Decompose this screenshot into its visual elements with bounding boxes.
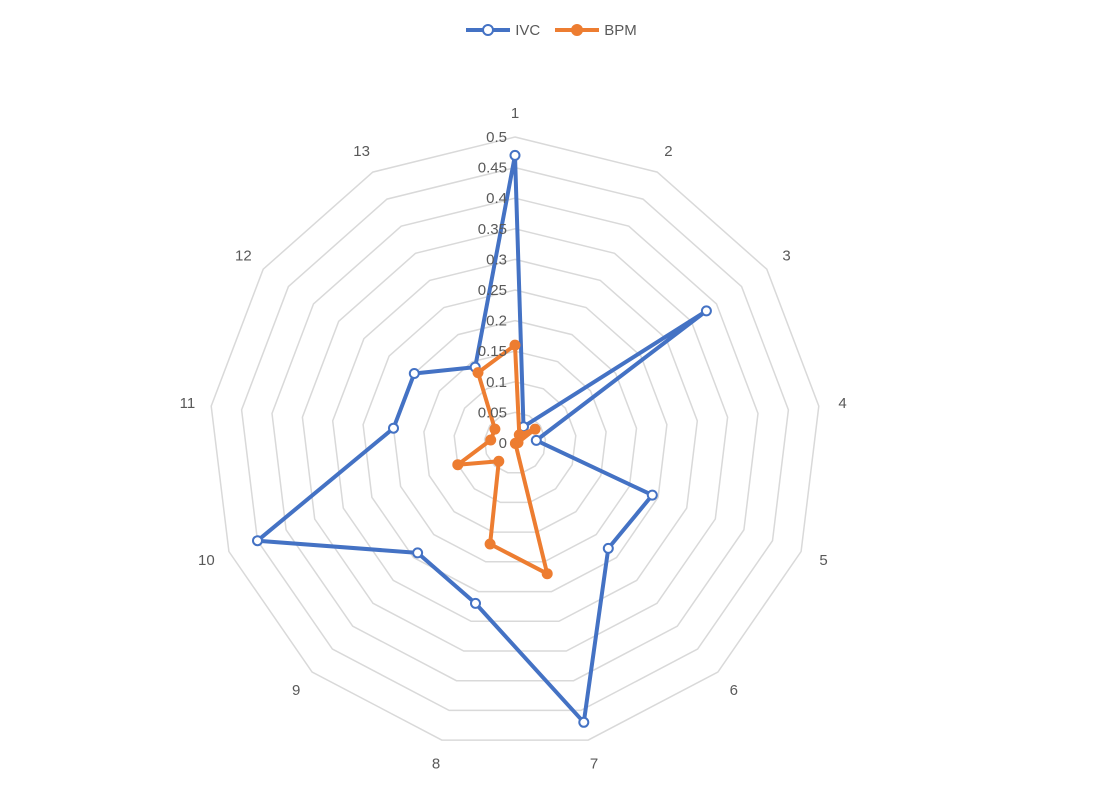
radial-tick-label: 0.35	[478, 221, 507, 238]
grid-ring	[453, 381, 577, 504]
data-point-ivc[interactable]	[412, 547, 424, 559]
category-label: 6	[730, 682, 738, 699]
data-point-ivc[interactable]	[509, 149, 521, 161]
data-point-ivc[interactable]	[578, 716, 590, 728]
grid-ring	[271, 197, 759, 682]
data-point-ivc[interactable]	[470, 597, 481, 609]
grid-ring	[483, 411, 547, 474]
grid-ring	[240, 166, 790, 712]
data-point-ivc[interactable]	[700, 305, 712, 317]
radial-tick-label: 0.1	[486, 374, 507, 391]
category-label: 10	[198, 552, 215, 569]
legend-label-bpm: BPM	[604, 21, 637, 39]
legend-label-ivc: IVC	[515, 21, 541, 39]
category-label: 4	[838, 395, 846, 412]
category-label: 12	[235, 248, 252, 265]
radial-tick-label: 0.5	[486, 129, 507, 146]
radial-tick-label: 0	[499, 435, 507, 452]
category-label: 9	[292, 682, 300, 699]
category-label: 5	[819, 552, 827, 569]
data-point-bpm[interactable]	[509, 339, 521, 351]
radial-tick-label: 0.05	[478, 404, 507, 421]
grid-ring	[301, 228, 729, 652]
data-point-ivc[interactable]	[388, 422, 399, 434]
series-line-ivc	[255, 153, 709, 725]
category-label: 13	[353, 143, 370, 160]
category-label: 1	[511, 105, 519, 122]
data-point-bpm[interactable]	[541, 568, 553, 580]
category-label: 3	[782, 248, 790, 265]
legend-swatch-ivc	[466, 24, 511, 36]
data-point-bpm[interactable]	[472, 367, 484, 379]
data-point-bpm[interactable]	[489, 423, 501, 435]
data-point-bpm[interactable]	[493, 455, 505, 467]
data-point-bpm[interactable]	[529, 423, 541, 435]
radial-tick-label: 0.25	[478, 282, 507, 299]
legend-item-bpm[interactable]: BPM	[554, 19, 637, 41]
data-point-ivc[interactable]	[602, 542, 614, 554]
radial-tick-label: 0.3	[486, 251, 507, 268]
legend-swatch-bpm	[555, 24, 600, 36]
radial-tick-label: 0.4	[486, 190, 507, 207]
data-point-bpm[interactable]	[509, 438, 521, 449]
category-label: 2	[664, 143, 672, 160]
data-point-bpm[interactable]	[452, 459, 464, 471]
category-label: 11	[180, 395, 196, 412]
data-point-bpm[interactable]	[484, 538, 496, 550]
data-point-ivc[interactable]	[646, 489, 658, 501]
radial-tick-label: 0.15	[478, 343, 507, 360]
legend: IVC BPM	[0, 19, 1102, 41]
grid-ring	[210, 136, 820, 741]
radial-tick-label: 0.45	[478, 160, 507, 177]
data-point-ivc[interactable]	[252, 535, 263, 547]
legend-item-ivc[interactable]: IVC	[465, 19, 540, 41]
grid-ring	[331, 258, 699, 623]
data-point-bpm[interactable]	[485, 434, 497, 446]
data-point-ivc[interactable]	[530, 434, 542, 446]
category-label: 7	[590, 755, 598, 772]
radial-tick-label: 0.2	[486, 313, 507, 330]
grid-ring	[362, 289, 668, 593]
category-label: 8	[432, 755, 440, 772]
data-point-ivc[interactable]	[408, 368, 420, 379]
